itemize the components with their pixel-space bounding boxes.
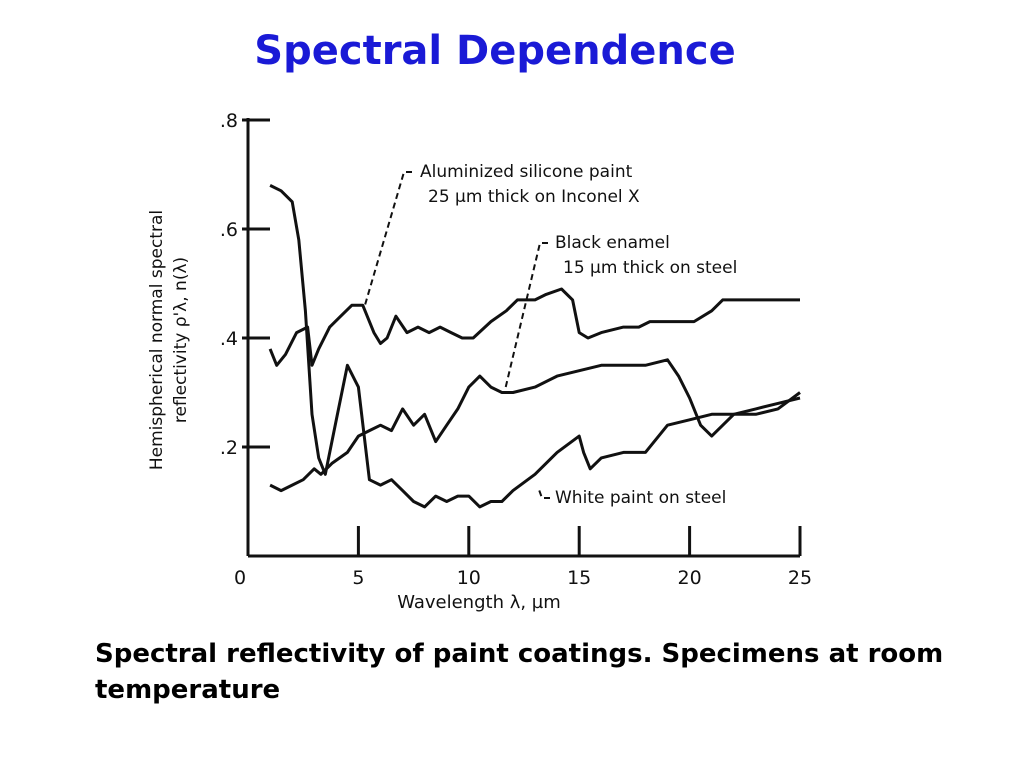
x-tick-label: 5 — [352, 567, 364, 589]
black-enamel-label: 15 µm thick on steel — [563, 258, 737, 278]
reflectivity-chart: .2 .4 .6 .8 0 5 10 15 20 25 Wavelength λ, µm Hemisp… — [147, 110, 812, 613]
slide-title: Spectral Dependence — [254, 28, 736, 74]
y-tick-label: .4 — [220, 328, 238, 350]
aluminized-silicone-leader — [364, 171, 412, 306]
black-enamel-leader — [504, 242, 548, 391]
y-axis-label: reflectivity ρ'λ, n(λ) — [171, 257, 191, 423]
y-tick-label: .2 — [220, 437, 238, 459]
aluminized-silicone-label: Aluminized silicone paint — [420, 162, 633, 182]
white-paint-curve — [269, 184, 801, 509]
black-enamel-label: Black enamel — [555, 233, 670, 253]
curves — [268, 184, 801, 509]
annotations: Aluminized silicone paint 25 µm thick on … — [364, 162, 737, 508]
x-tick-label: 10 — [457, 567, 481, 589]
y-axis-label: Hemispherical normal spectral — [147, 210, 167, 470]
x-axis-label: Wavelength λ, µm — [397, 592, 561, 613]
x-tick-label: 20 — [678, 567, 702, 589]
y-tick-label: .6 — [220, 219, 238, 241]
y-tick-label: .8 — [220, 110, 238, 132]
x-tick-label: 25 — [788, 567, 812, 589]
axes: .2 .4 .6 .8 0 5 10 15 20 25 Wavelength λ, µm Hemisp… — [147, 110, 812, 613]
white-paint-leader — [537, 486, 550, 499]
figure-caption: Spectral reflectivity of paint coatings.… — [95, 639, 944, 705]
aluminized-silicone-label: 25 µm thick on Inconel X — [428, 187, 640, 207]
x-tick-label: 0 — [234, 567, 246, 589]
black-enamel-curve — [269, 358, 801, 493]
aluminized-silicone-curve — [268, 287, 800, 367]
x-tick-label: 15 — [567, 567, 591, 589]
white-paint-label: White paint on steel — [555, 488, 726, 508]
